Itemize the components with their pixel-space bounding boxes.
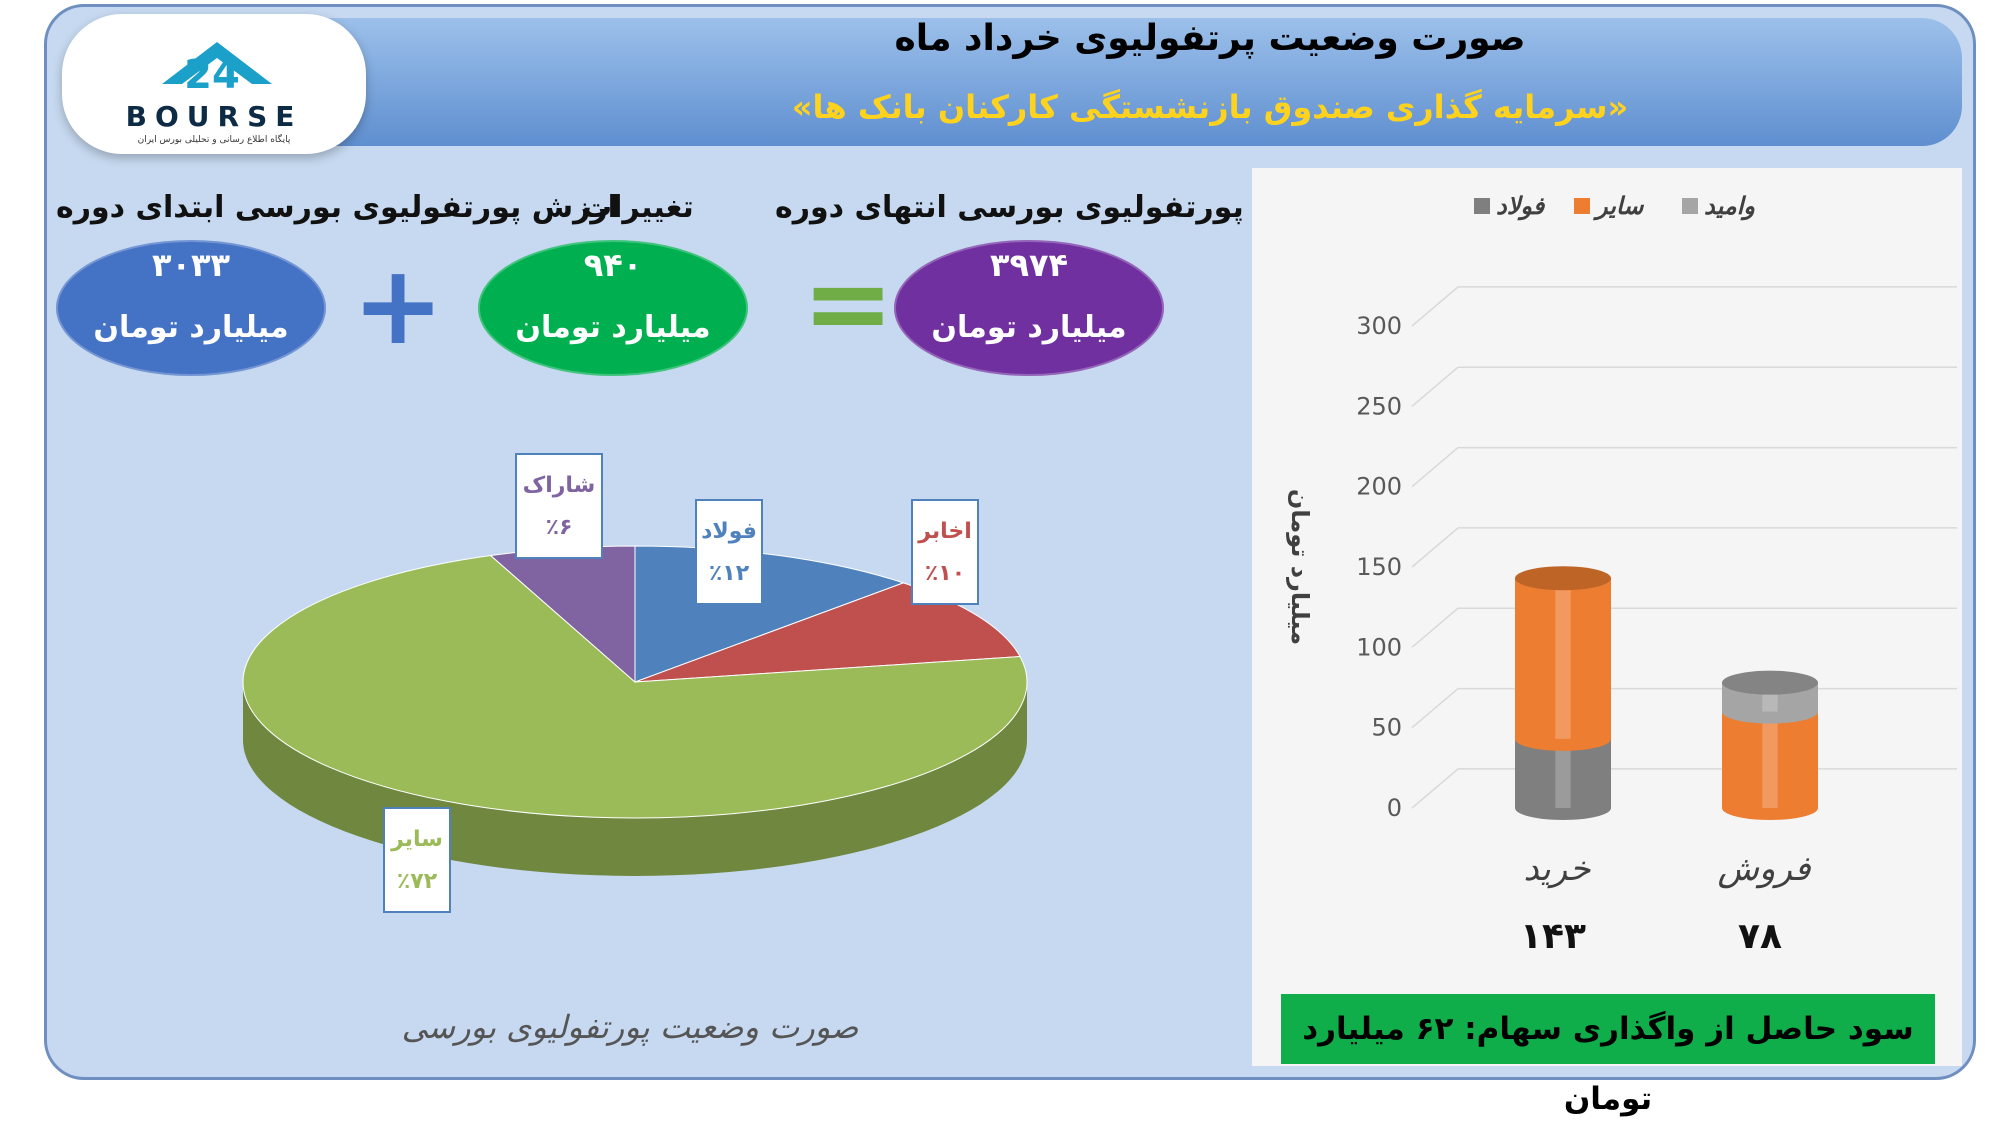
legend-label-1: فولاد bbox=[1496, 192, 1546, 221]
pie-label-pct-2: ٪۱۰ bbox=[925, 561, 965, 586]
pie-label-box-1 bbox=[695, 499, 763, 605]
bar-total-1: ۱۴۳ bbox=[1520, 916, 1586, 957]
equals-icon: = bbox=[802, 239, 895, 367]
pie-label-name-3: سایر bbox=[390, 827, 443, 852]
logo-brand: BOURSE bbox=[126, 100, 303, 133]
bar-1-1 bbox=[1515, 738, 1611, 820]
bar-top-1 bbox=[1515, 566, 1611, 591]
x-category-label-1: خرید bbox=[1523, 849, 1591, 889]
logo-roof-shape bbox=[162, 42, 272, 84]
profit-banner: سود حاصل از واگذاری سهام: ۶۲ میلیارد توم… bbox=[1281, 994, 1935, 1117]
change-value: ۹۴۰ bbox=[583, 246, 643, 284]
page-subtitle: «سرمایه گذاری صندوق بازنشستگی کارکنان با… bbox=[791, 88, 1629, 126]
start-value-label: ارزش پورتفولیوی بورسی ابتدای دوره bbox=[56, 190, 618, 225]
end-value-oval: ۳۹۷۴ میلیارد تومان bbox=[894, 240, 1164, 376]
bar-2-2 bbox=[1722, 711, 1818, 820]
header-banner bbox=[70, 18, 1962, 146]
portfolio-pie-chart: فولاد ٪۱۲ اخابر ٪۱۰ سایر ٪۷۲ شاراک ٪۶ bbox=[242, 453, 1028, 913]
gridline-side bbox=[1411, 446, 1459, 488]
gridline-side bbox=[1411, 527, 1459, 568]
legend-label-3: وامید bbox=[1704, 192, 1755, 221]
gridline-side bbox=[1411, 768, 1459, 809]
pie-caption: صورت وضعیت پورتفولیوی بورسی bbox=[401, 1008, 859, 1046]
logo-graphic: 24 BOURSE پایگاه اطلاع رسانی و تحلیلی بو… bbox=[126, 42, 303, 145]
y-tick-label: 100 bbox=[1356, 633, 1402, 661]
start-value-oval: ۳۰۳۳ میلیارد تومان bbox=[56, 240, 326, 376]
gridline-side bbox=[1411, 286, 1459, 327]
logo: 24 BOURSE پایگاه اطلاع رسانی و تحلیلی بو… bbox=[62, 14, 366, 154]
legend-label-2: سایر bbox=[1592, 192, 1644, 221]
legend-swatch-2 bbox=[1574, 198, 1590, 214]
pie-label-pct-1: ٪۱۲ bbox=[709, 561, 750, 586]
end-value-unit: میلیارد تومان bbox=[931, 310, 1127, 345]
pie-slice-3 bbox=[242, 555, 1028, 819]
pie-label-box-4 bbox=[515, 453, 603, 559]
legend-swatch-1 bbox=[1474, 198, 1490, 214]
trade-bar-chart: فولاد سایر وامید 300 250 200 150 100 50 0 میلیارد … bbox=[1286, 192, 1957, 957]
pie-label-box-3 bbox=[383, 807, 451, 913]
legend-swatch-3 bbox=[1682, 198, 1698, 214]
logo-tagline: پایگاه اطلاع رسانی و تحلیلی بورس ایران bbox=[138, 133, 291, 145]
logo-mark: 24 bbox=[184, 52, 240, 98]
x-category-label-2: فروش bbox=[1718, 849, 1812, 889]
page-title: صورت وضعیت پرتفولیوی خرداد ماه bbox=[894, 18, 1526, 59]
change-value-unit: میلیارد تومان bbox=[515, 310, 711, 345]
plus-icon: + bbox=[352, 241, 445, 369]
start-value-unit: میلیارد تومان bbox=[93, 310, 289, 345]
gridline-side bbox=[1411, 687, 1459, 729]
change-label: تغییرات bbox=[582, 190, 694, 225]
pie-label-name-1: فولاد bbox=[701, 519, 757, 544]
y-tick-label: 0 bbox=[1387, 794, 1402, 822]
bar-top-2 bbox=[1722, 670, 1818, 695]
pie-label-name-2: اخابر bbox=[917, 519, 972, 544]
bar-1-2 bbox=[1515, 578, 1611, 751]
pie-label-box-2 bbox=[911, 499, 979, 605]
bar-total-2: ۷۸ bbox=[1738, 916, 1782, 957]
end-value-label: ارزش پورتفولیوی بورسی انتهای دوره bbox=[775, 190, 1341, 225]
y-axis-label: میلیارد تومان bbox=[1286, 489, 1314, 645]
y-tick-label: 50 bbox=[1371, 714, 1402, 742]
pie-label-name-4: شاراک bbox=[523, 473, 596, 498]
pie-label-pct-4: ٪۶ bbox=[546, 515, 573, 540]
start-value: ۳۰۳۳ bbox=[151, 246, 231, 284]
end-value: ۳۹۷۴ bbox=[989, 246, 1069, 284]
change-value-oval: ۹۴۰ میلیارد تومان bbox=[478, 240, 748, 376]
gridline-side bbox=[1411, 366, 1459, 407]
y-tick-label: 150 bbox=[1356, 553, 1402, 581]
pie-label-pct-3: ٪۷۲ bbox=[397, 869, 438, 894]
y-tick-label: 250 bbox=[1356, 392, 1402, 420]
y-tick-label: 300 bbox=[1356, 312, 1402, 340]
y-tick-label: 200 bbox=[1356, 473, 1402, 501]
gridline-side bbox=[1411, 607, 1459, 648]
